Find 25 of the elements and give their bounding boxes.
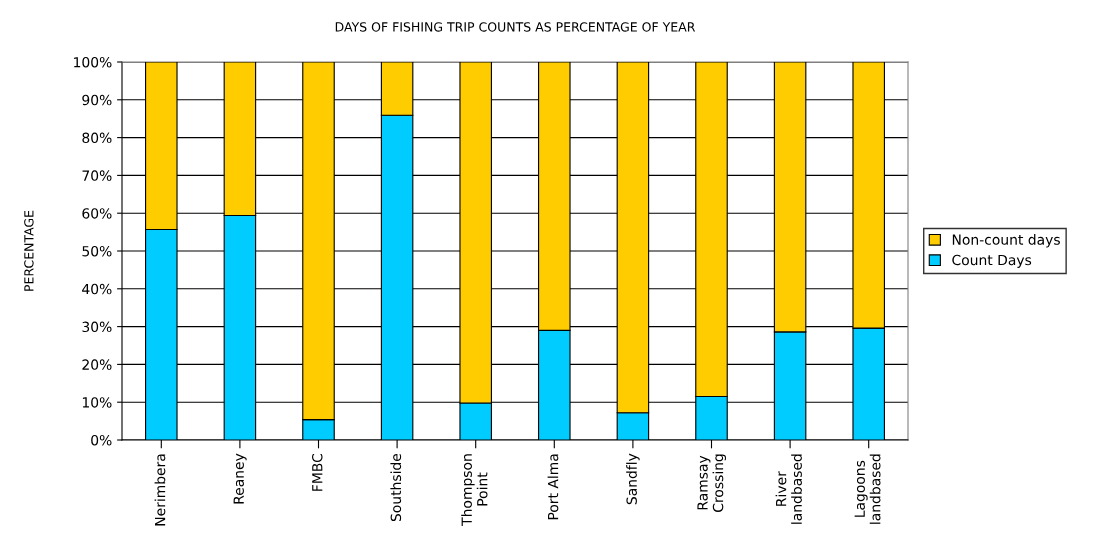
- y-tick-label: 0%: [91, 434, 112, 446]
- x-tick-label: Lagoons landbased: [854, 454, 881, 524]
- y-tick-label: 60%: [82, 208, 112, 219]
- y-tick-label: 90%: [82, 94, 112, 106]
- x-tick-label: Thompson Point: [461, 454, 488, 526]
- y-axis-title: PERCENTAGE: [24, 210, 34, 291]
- y-tick-label: 70%: [82, 170, 112, 181]
- y-tick-label: 40%: [82, 283, 112, 295]
- x-tick-label: Sandfly: [626, 453, 640, 505]
- x-tick-label: Southside: [390, 453, 402, 522]
- y-tick-label: 100%: [74, 56, 112, 68]
- chart-title: DAYS OF FISHING TRIP COUNTS AS PERCENTAGE OF YEAR: [335, 22, 696, 32]
- x-tick-label: Reaney: [233, 453, 247, 504]
- y-tick-label: 10%: [82, 397, 112, 408]
- legend-label: Non-count days: [952, 234, 1060, 248]
- y-tick-label: 30%: [82, 321, 112, 333]
- x-tick-label: Nerimbera: [154, 454, 166, 526]
- legend-label: Count Days: [952, 254, 1032, 268]
- y-tick-label: 80%: [82, 132, 112, 144]
- x-tick-label: Ramsay Crossing: [697, 454, 726, 512]
- x-tick-label: River landbased: [775, 454, 802, 524]
- y-tick-label: 50%: [82, 245, 112, 257]
- x-tick-label: FMBC: [312, 453, 323, 491]
- y-tick-label: 20%: [82, 359, 112, 370]
- x-tick-label: Port Alma: [547, 454, 559, 520]
